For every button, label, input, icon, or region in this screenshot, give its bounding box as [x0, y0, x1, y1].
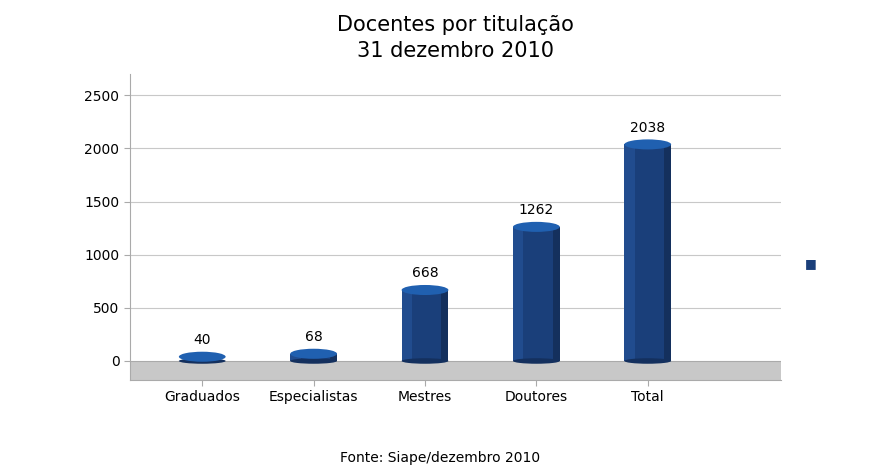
Text: Fonte: Siape/dezembro 2010: Fonte: Siape/dezembro 2010 [340, 451, 540, 465]
Bar [290, 354, 301, 361]
Bar [290, 354, 337, 361]
Bar [330, 354, 337, 361]
Bar [401, 290, 449, 361]
Ellipse shape [401, 358, 449, 364]
Bar [553, 227, 560, 361]
Ellipse shape [290, 349, 337, 359]
Bar [442, 290, 449, 361]
Bar [130, 361, 781, 380]
Bar [625, 144, 671, 361]
Text: 668: 668 [412, 266, 438, 280]
Ellipse shape [179, 358, 225, 364]
Text: ■: ■ [805, 257, 817, 270]
Bar [513, 227, 560, 361]
Bar [625, 144, 634, 361]
Ellipse shape [625, 358, 671, 364]
Text: 68: 68 [304, 330, 322, 344]
Ellipse shape [401, 285, 449, 295]
Text: 1262: 1262 [518, 203, 554, 217]
Bar [513, 227, 524, 361]
Ellipse shape [625, 140, 671, 149]
Title: Docentes por titulação
31 dezembro 2010: Docentes por titulação 31 dezembro 2010 [337, 15, 574, 62]
Bar [664, 144, 671, 361]
Ellipse shape [179, 352, 225, 362]
Ellipse shape [290, 358, 337, 364]
Bar [401, 290, 412, 361]
Ellipse shape [513, 358, 560, 364]
Text: 40: 40 [194, 333, 211, 347]
Ellipse shape [513, 222, 560, 232]
Text: 2038: 2038 [630, 121, 665, 134]
